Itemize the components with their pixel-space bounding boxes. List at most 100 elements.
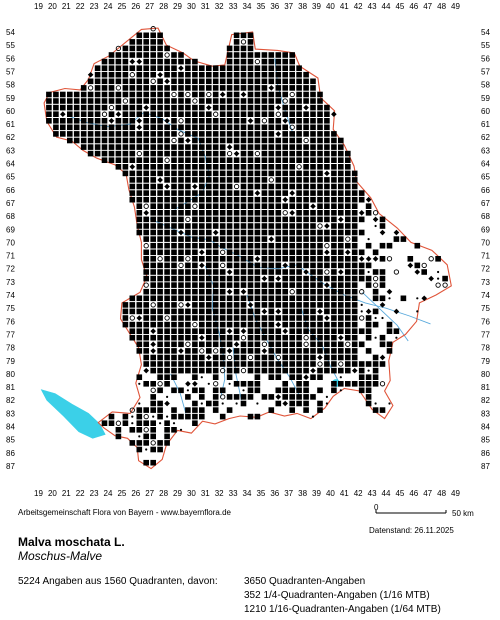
occurrence-square <box>351 282 358 288</box>
occurrence-square <box>73 137 80 144</box>
occurrence-square <box>199 203 205 209</box>
stat-quarter-quadrant: 352 1/4-Quadranten-Angaben (1/16 MTB) <box>244 590 430 601</box>
occurrence-square <box>442 275 448 282</box>
occurrence-square <box>317 196 323 203</box>
occurrence-square <box>310 341 316 348</box>
occurrence-square <box>247 321 254 328</box>
occurrence-square <box>268 361 275 367</box>
occurrence-circle <box>379 381 386 387</box>
occurrence-square <box>199 341 205 348</box>
x-tick-top: 21 <box>62 2 71 11</box>
occurrence-diamond <box>226 328 233 334</box>
occurrence-square <box>233 269 240 275</box>
occurrence-square <box>150 32 156 39</box>
x-tick-top: 30 <box>187 2 196 11</box>
occurrence-square <box>247 223 254 229</box>
occurrence-square <box>206 131 212 137</box>
occurrence-square <box>143 39 149 45</box>
occurrence-square <box>185 361 191 367</box>
occurrence-square <box>331 210 337 216</box>
occurrence-square <box>150 321 156 328</box>
occurrence-square <box>296 348 302 354</box>
occurrence-square <box>87 137 94 144</box>
occurrence-square <box>206 321 212 328</box>
occurrence-circle <box>372 275 379 282</box>
occurrence-square <box>310 275 316 282</box>
occurrence-square <box>303 177 309 183</box>
occurrence-square <box>129 65 136 71</box>
occurrence-square <box>185 295 191 302</box>
occurrence-circle <box>171 137 177 144</box>
occurrence-square <box>247 157 254 163</box>
occurrence-square <box>178 157 184 163</box>
occurrence-dot <box>138 435 141 438</box>
occurrence-square <box>296 302 302 308</box>
occurrence-square <box>226 58 233 65</box>
occurrence-square <box>324 288 330 295</box>
occurrence-circle <box>247 354 254 361</box>
occurrence-square <box>206 249 212 256</box>
occurrence-square <box>296 288 302 295</box>
occurrence-circle <box>233 183 240 190</box>
occurrence-square <box>192 91 198 98</box>
occurrence-square <box>247 288 254 295</box>
occurrence-circle <box>220 262 226 269</box>
occurrence-square <box>115 131 122 137</box>
occurrence-square <box>254 137 261 144</box>
occurrence-circle <box>303 335 309 341</box>
occurrence-square <box>240 177 247 183</box>
occurrence-diamond <box>115 111 122 117</box>
occurrence-square <box>219 328 226 334</box>
occurrence-square <box>317 302 323 308</box>
occurrence-square <box>87 78 94 85</box>
occurrence-square <box>178 282 184 288</box>
occurrence-square <box>212 216 219 223</box>
occurrence-square <box>219 98 226 104</box>
occurrence-square <box>143 190 149 196</box>
occurrence-square <box>136 203 143 209</box>
occurrence-square <box>212 210 219 216</box>
occurrence-square <box>136 302 143 308</box>
occurrence-square <box>331 196 337 203</box>
occurrence-square <box>282 85 288 91</box>
occurrence-diamond <box>108 117 115 124</box>
occurrence-square <box>143 157 149 163</box>
occurrence-square <box>46 104 52 111</box>
occurrence-square <box>212 400 219 407</box>
x-tick-bottom: 49 <box>451 489 460 498</box>
occurrence-square <box>338 308 344 315</box>
occurrence-square <box>338 196 344 203</box>
occurrence-square <box>365 387 372 394</box>
occurrence-square <box>219 308 226 315</box>
occurrence-square <box>80 118 87 124</box>
y-tick-left: 80 <box>6 370 15 379</box>
occurrence-square <box>108 52 115 58</box>
occurrence-square <box>338 328 344 334</box>
occurrence-square <box>331 137 337 144</box>
occurrence-diamond <box>317 308 323 315</box>
occurrence-square <box>185 203 191 209</box>
occurrence-square <box>219 210 226 216</box>
occurrence-square <box>317 111 323 117</box>
occurrence-square <box>310 348 316 354</box>
occurrence-square <box>226 124 233 131</box>
occurrence-square <box>247 65 254 71</box>
occurrence-square <box>171 328 177 334</box>
occurrence-circle <box>122 98 129 104</box>
occurrence-square <box>206 288 212 295</box>
occurrence-square <box>185 315 191 321</box>
scale-start-label: 0 <box>374 504 379 512</box>
occurrence-square <box>185 111 191 117</box>
occurrence-square <box>212 341 219 348</box>
occurrence-square <box>164 321 170 328</box>
occurrence-dot <box>325 395 328 398</box>
x-tick-top: 46 <box>409 2 418 11</box>
occurrence-square <box>282 242 288 249</box>
occurrence-square <box>219 334 226 341</box>
occurrence-square <box>157 236 163 242</box>
occurrence-square <box>358 328 365 334</box>
occurrence-square <box>143 256 149 262</box>
occurrence-square <box>296 124 302 131</box>
occurrence-square <box>296 111 302 117</box>
occurrence-square <box>171 216 177 223</box>
